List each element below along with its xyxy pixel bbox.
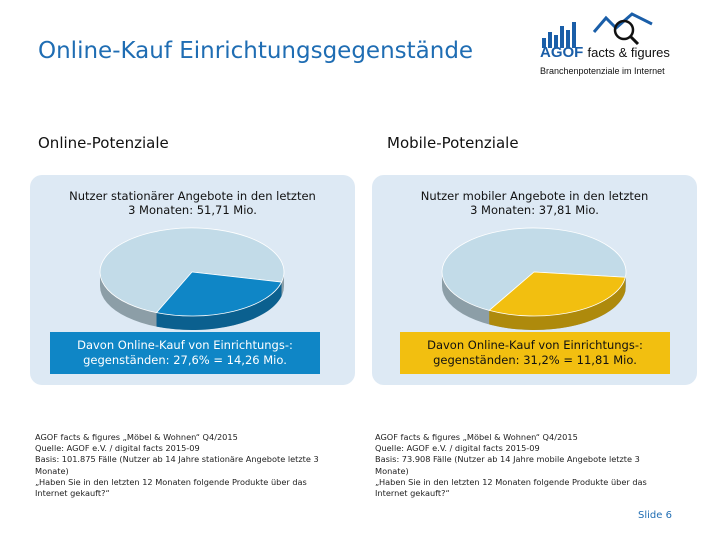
pie-slice-share	[488, 271, 626, 317]
online-callout: Davon Online-Kauf von Einrichtungs-: geg…	[50, 332, 320, 374]
agof-logo: AGOF facts & figures Branchenpotenziale …	[540, 10, 690, 82]
online-potenziale-heading: Online-Potenziale	[38, 134, 169, 152]
pie-side-slice	[156, 282, 282, 330]
pie-slice-rest	[441, 227, 627, 311]
online-caption: Nutzer stationärer Angebote in den letzt…	[69, 189, 316, 217]
online-source-note: AGOF facts & figures „Möbel & Wohnen“ Q4…	[35, 432, 319, 499]
mobile-pie-chart	[441, 227, 627, 330]
mobile-potenziale-heading: Mobile-Potenziale	[387, 134, 519, 152]
pie-slice-share	[155, 271, 283, 317]
mobile-callout: Davon Online-Kauf von Einrichtungs-: geg…	[400, 332, 670, 374]
online-panel: Nutzer stationärer Angebote in den letzt…	[30, 175, 355, 385]
logo-chart-icon	[542, 12, 653, 48]
mobile-caption: Nutzer mobiler Angebote in den letzten 3…	[420, 189, 649, 217]
pie-side-slice	[489, 277, 626, 330]
page-title: Online-Kauf Einrichtungsgegenstände	[38, 38, 474, 64]
logo-subtitle: Branchenpotenziale im Internet	[540, 66, 665, 76]
mobile-panel: Nutzer mobiler Angebote in den letzten 3…	[372, 175, 697, 385]
online-pie-chart	[99, 227, 285, 330]
mobile-source-note: AGOF facts & figures „Möbel & Wohnen“ Q4…	[375, 432, 647, 499]
slide-number: Slide 6	[638, 510, 672, 521]
pie-slice-rest	[99, 227, 285, 314]
logo-wordmark: AGOF facts & figures	[540, 44, 670, 61]
